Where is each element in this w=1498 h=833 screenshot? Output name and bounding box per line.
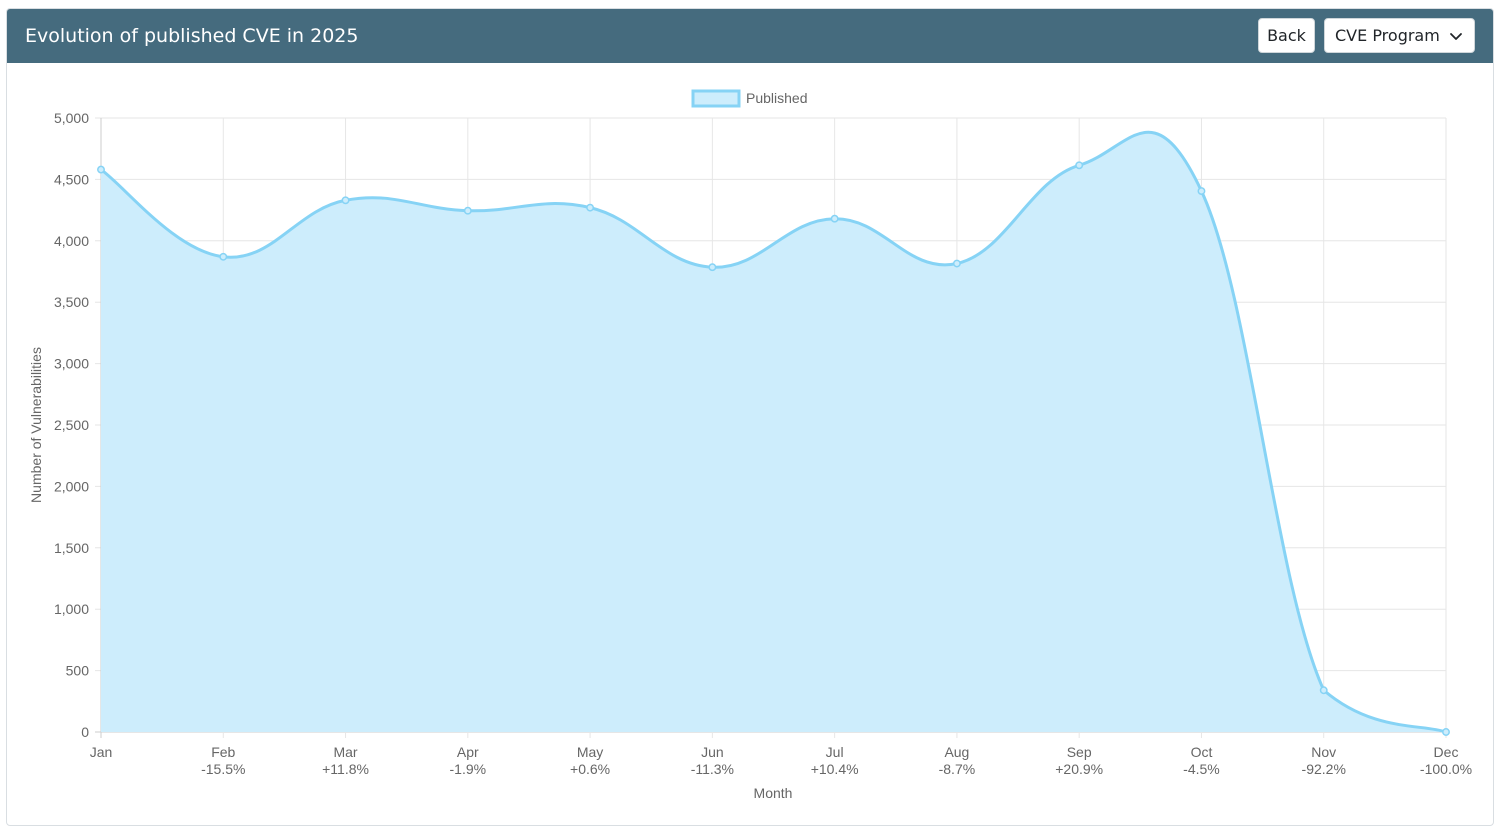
- program-select-label: CVE Program: [1335, 26, 1440, 45]
- data-point-dec[interactable]: [1442, 728, 1450, 736]
- x-tick-label: Sep: [1067, 744, 1092, 760]
- x-tick-change-label: +11.8%: [322, 761, 369, 777]
- chevron-down-icon: [1450, 32, 1462, 40]
- page-title: Evolution of published CVE in 2025: [25, 25, 359, 47]
- x-tick-change-label: +0.6%: [570, 761, 610, 777]
- y-tick-label: 500: [66, 663, 90, 679]
- x-tick-label: Nov: [1311, 744, 1336, 760]
- x-tick-change-label: +20.9%: [1055, 761, 1103, 777]
- data-point-aug[interactable]: [952, 259, 961, 268]
- legend-swatch-published: [691, 89, 741, 108]
- y-axis-label: Number of Vulnerabilities: [28, 347, 44, 503]
- x-tick-change-label: -11.3%: [691, 761, 734, 777]
- data-point-oct[interactable]: [1197, 187, 1206, 196]
- y-tick-label: 2,000: [54, 478, 89, 494]
- data-point-feb[interactable]: [219, 252, 228, 261]
- x-tick-label: Feb: [211, 744, 235, 760]
- data-point-jun[interactable]: [708, 263, 717, 272]
- x-tick-change-label: +10.4%: [811, 761, 859, 777]
- y-tick-label: 1,000: [54, 601, 89, 617]
- card-header: Evolution of published CVE in 2025 Back …: [7, 9, 1493, 63]
- legend-label-published: Published: [746, 90, 808, 106]
- data-point-jul[interactable]: [830, 214, 839, 223]
- y-tick-label: 4,500: [54, 171, 89, 187]
- x-tick-label: Dec: [1434, 744, 1459, 760]
- data-point-nov[interactable]: [1319, 686, 1328, 695]
- data-point-apr[interactable]: [463, 206, 472, 215]
- x-tick-change-label: -92.2%: [1302, 761, 1346, 777]
- legend[interactable]: Published: [691, 89, 808, 108]
- x-tick-change-label: -4.5%: [1183, 761, 1220, 777]
- x-tick-label: Apr: [457, 744, 479, 760]
- x-tick-change-label: -8.7%: [939, 761, 976, 777]
- y-tick-label: 5,000: [54, 110, 89, 126]
- program-select[interactable]: CVE Program: [1324, 18, 1475, 53]
- x-axis-ticks: Jan Feb-15.5% Mar+11.8% Apr-1.9% May+0.6% Jun…: [90, 744, 1472, 777]
- series-area-published: [101, 132, 1446, 733]
- x-tick-label: Jan: [90, 744, 113, 760]
- y-tick-label: 3,500: [54, 294, 89, 310]
- x-tick-label: Oct: [1191, 744, 1213, 760]
- y-tick-label: 0: [81, 724, 89, 740]
- y-tick-label: 4,000: [54, 233, 89, 249]
- x-tick-label: Mar: [333, 744, 357, 760]
- x-tick-change-label: -1.9%: [450, 761, 487, 777]
- data-point-sep[interactable]: [1075, 161, 1084, 170]
- x-axis-label: Month: [754, 785, 793, 801]
- x-tick-change-label: -15.5%: [201, 761, 245, 777]
- x-tick-label: Jun: [701, 744, 724, 760]
- y-tick-label: 1,500: [54, 540, 89, 556]
- x-tick-label: May: [577, 744, 603, 760]
- x-tick-change-label: -100.0%: [1420, 761, 1472, 777]
- y-axis-ticks: 0 500 1,000 1,500 2,000 2,500 3,000 3,500 4,000 4…: [54, 110, 89, 740]
- data-point-may[interactable]: [586, 203, 595, 212]
- y-tick-label: 3,000: [54, 356, 89, 372]
- back-button[interactable]: Back: [1258, 18, 1315, 53]
- data-point-mar[interactable]: [341, 196, 350, 205]
- data-point-jan[interactable]: [97, 165, 105, 174]
- y-tick-label: 2,500: [54, 417, 89, 433]
- x-tick-label: Jul: [826, 744, 844, 760]
- x-tick-label: Aug: [944, 744, 969, 760]
- series-points: [97, 161, 1450, 736]
